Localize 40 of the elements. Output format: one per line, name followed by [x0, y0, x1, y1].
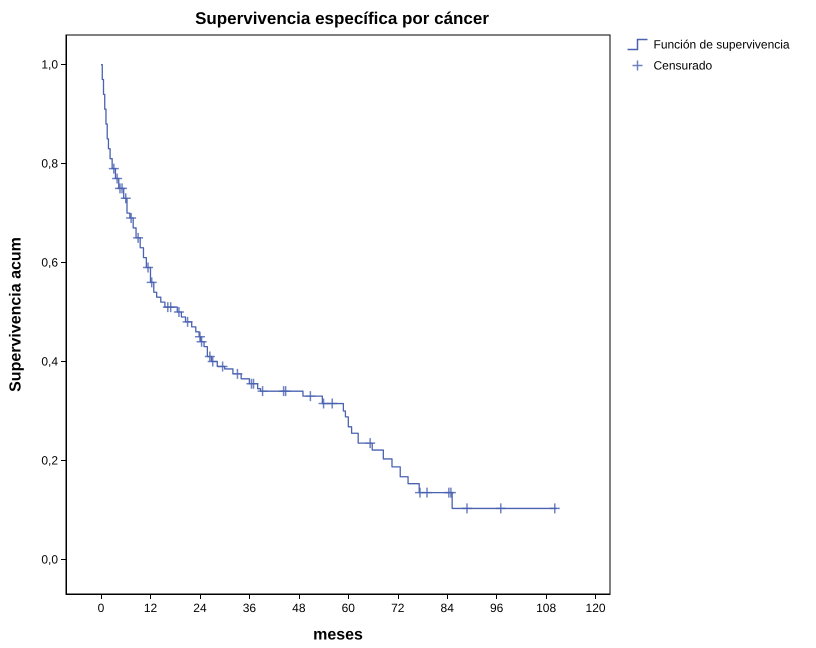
y-tick-label: 0,6 [41, 256, 58, 270]
y-tick-label: 0,0 [41, 552, 58, 566]
x-tick-label: 96 [490, 601, 504, 615]
point [421, 486, 433, 498]
y-tick-label: 0,2 [41, 453, 58, 468]
point [125, 212, 137, 224]
point [364, 437, 376, 449]
point [495, 502, 507, 514]
point [120, 192, 132, 204]
point [216, 360, 228, 372]
point [111, 172, 123, 184]
point [108, 162, 120, 174]
y-tick-label: 0,8 [41, 156, 58, 171]
x-tick-label: 84 [440, 601, 454, 615]
point [232, 368, 244, 380]
legend-label: Censurado [654, 58, 713, 72]
x-tick-label: 12 [144, 601, 158, 615]
y-axis-title: Supervivencia acum [8, 237, 24, 392]
x-axis-title: meses [313, 626, 364, 644]
point [132, 232, 144, 244]
x-tick-label: 36 [242, 601, 256, 615]
x-tick-label: 120 [586, 601, 606, 615]
chart-title: Supervivencia específica por cáncer [195, 9, 490, 28]
point [146, 276, 158, 288]
x-tick-label: 60 [342, 601, 356, 615]
point [461, 502, 473, 514]
point [142, 262, 154, 274]
point [326, 398, 338, 410]
y-tick-label: 0,4 [41, 354, 58, 368]
x-tick-label: 0 [98, 601, 105, 615]
x-tick-label: 108 [536, 601, 556, 615]
x-tick-label: 72 [391, 601, 405, 615]
point [182, 316, 194, 328]
point [318, 398, 330, 410]
point [304, 390, 316, 402]
y-tick-label: 1,0 [41, 58, 58, 72]
point [256, 385, 268, 397]
x-tick-label: 48 [292, 601, 306, 615]
legend-label: Función de supervivencia [654, 38, 790, 52]
x-tick-label: 24 [193, 601, 207, 615]
